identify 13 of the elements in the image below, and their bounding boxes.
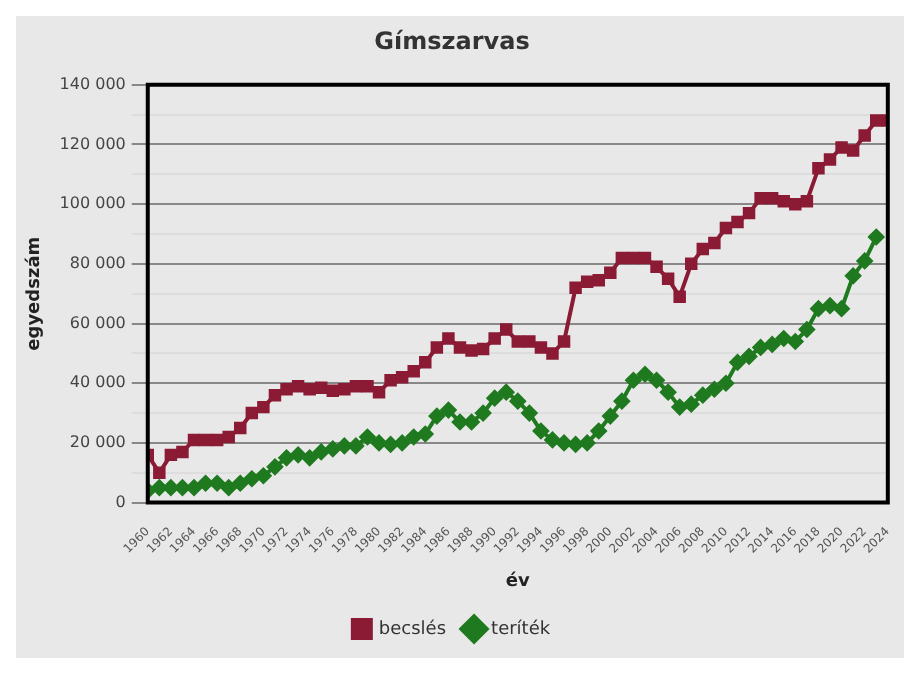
y-tick-label: 60 000 xyxy=(69,313,126,332)
chart-title: Gímszarvas xyxy=(374,26,530,55)
y-tick-label: 0 xyxy=(115,492,126,511)
y-tick-label: 80 000 xyxy=(69,254,126,273)
legend-label: becslés xyxy=(378,617,447,640)
x-axis-title: év xyxy=(505,569,531,592)
y-tick-label: 100 000 xyxy=(59,194,126,213)
legend-label: teríték xyxy=(491,617,552,640)
y-axis-title: egyedszám xyxy=(23,236,46,351)
y-tick-label: 120 000 xyxy=(59,134,126,153)
y-tick-label: 40 000 xyxy=(69,373,126,392)
y-tick-label: 20 000 xyxy=(69,433,126,452)
y-tick-label: 140 000 xyxy=(59,74,126,93)
